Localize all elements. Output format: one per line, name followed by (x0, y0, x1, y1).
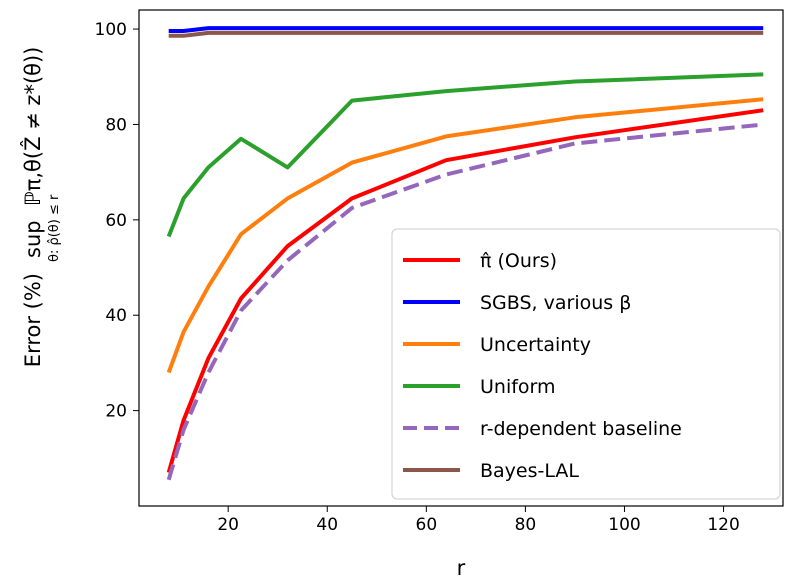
legend-label-ours: π̂ (Ours) (480, 250, 557, 272)
x-tick-label: 20 (217, 515, 239, 535)
series-layer (166, 26, 764, 481)
y-axis-label-sup: sup (21, 220, 45, 258)
legend-label-uncertainty: Uncertainty (480, 334, 591, 356)
x-tick-label: 80 (515, 515, 537, 535)
x-ticks: 20 40 60 80 100 120 (217, 506, 740, 535)
y-tick-label: 20 (105, 402, 127, 422)
x-tick-label: 40 (316, 515, 338, 535)
legend-label-r-dependent-baseline: r-dependent baseline (480, 418, 682, 440)
y-axis-label-sub: θ: ρ̂(θ) ≤ r (47, 194, 62, 262)
series-line-uncertainty (166, 97, 764, 374)
y-axis-label-expr: ℙπ,θ(Ẑ ≠ z*(θ)) (20, 47, 45, 206)
legend-label-bayes-lal: Bayes-LAL (480, 460, 579, 482)
y-tick-label: 60 (105, 211, 127, 231)
x-axis-label: r (457, 556, 466, 580)
legend-label-sgbs-various: SGBS, various β (480, 292, 631, 314)
y-ticks: 20 40 60 80 100 (95, 20, 139, 422)
series-line-sgbs-various (168, 26, 764, 33)
series-line-r-dependent-baseline (166, 122, 764, 481)
y-tick-label: 100 (95, 20, 127, 40)
x-tick-label: 100 (608, 515, 640, 535)
series-line-bayes-lal (168, 30, 764, 38)
legend: π̂ (Ours) SGBS, various β Uncertainty Unifo… (391, 228, 781, 500)
series-line-uniform (166, 72, 764, 238)
y-axis-label-prefix: Error (%) (21, 273, 45, 367)
legend-frame (391, 228, 781, 500)
y-axis-label: Error (%) sup θ: ρ̂(θ) ≤ r ℙπ,θ(Ẑ ≠ z*(θ… (20, 47, 62, 368)
y-tick-label: 40 (105, 306, 127, 326)
legend-label-uniform: Uniform (480, 376, 556, 398)
series-line-ours (166, 108, 764, 474)
y-tick-label: 80 (105, 115, 127, 135)
x-tick-label: 120 (707, 515, 739, 535)
plot-frame (138, 9, 784, 507)
legend-items: π̂ (Ours) SGBS, various β Uncertainty Unifo… (403, 250, 682, 482)
x-tick-label: 60 (416, 515, 438, 535)
